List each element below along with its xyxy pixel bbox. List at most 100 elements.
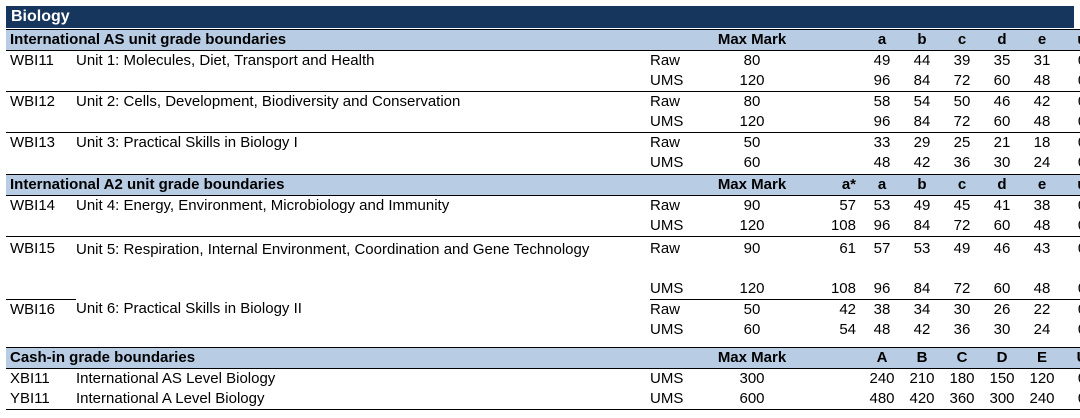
unit-title: Unit 2: Cells, Development, Biodiversity…: [76, 93, 461, 110]
boundary-u: 0: [1062, 92, 1080, 113]
unit-title: Unit 6: Practical Skills in Biology II: [76, 300, 302, 317]
astar-boundary: [792, 153, 862, 173]
astar-boundary: [792, 51, 862, 72]
a2-unit-table: International A2 unit grade boundaries M…: [6, 174, 1080, 340]
max-mark: 120: [712, 216, 792, 237]
cash-in-header-row: Cash-in grade boundaries Max Mark A B C …: [6, 347, 1080, 369]
table-row: UMS 120 96 84 72 60 48 0: [6, 71, 1080, 92]
unit-code: WBI11: [10, 52, 54, 69]
table-row: YBI11 International A Level Biology UMS …: [6, 389, 1080, 410]
boundary-u: 0: [1062, 51, 1080, 72]
mark-type: UMS: [650, 216, 712, 237]
astar-boundary: 54: [839, 320, 856, 338]
qualification-code: XBI11: [10, 370, 50, 387]
grade-header: d: [982, 174, 1022, 196]
qualification-title: International AS Level Biology: [76, 370, 276, 387]
boundary-u: 0: [1062, 299, 1080, 320]
table-row: WBI15 Unit 5: Respiration, Internal Envi…: [6, 237, 1080, 270]
mark-type: UMS: [650, 370, 684, 387]
mark-type: Raw: [650, 197, 681, 214]
unit-title: Unit 3: Practical Skills in Biology I: [76, 134, 298, 151]
boundary-d: 60: [982, 112, 1023, 133]
mark-type: Raw: [650, 300, 681, 318]
boundary-d: 60: [982, 71, 1023, 92]
boundary-e: 48: [1022, 269, 1062, 300]
boundary-c: 36: [953, 154, 971, 171]
boundary-d: 21: [993, 134, 1011, 151]
boundary-a: 48: [873, 320, 891, 338]
table-row: WBI13 Unit 3: Practical Skills in Biolog…: [6, 133, 1080, 154]
unit-code: WBI15: [10, 240, 56, 257]
max-mark: 90: [743, 197, 761, 214]
boundary-u: 0: [1062, 112, 1080, 133]
boundary-u: 0: [1062, 237, 1080, 270]
boundary-e: 120: [1029, 370, 1055, 387]
boundary-b: 42: [913, 154, 931, 171]
boundary-c: 72: [942, 71, 983, 92]
grade-header: E: [1022, 347, 1062, 369]
grade-header: A: [862, 347, 902, 369]
boundary-d: 41: [993, 197, 1011, 214]
boundary-c: 360: [942, 389, 982, 410]
boundary-e: 38: [1033, 197, 1051, 214]
boundary-b: 44: [913, 52, 931, 69]
boundary-e: 42: [1033, 93, 1051, 110]
boundary-c: 49: [953, 240, 971, 257]
boundary-b: 210: [909, 370, 935, 387]
grade-header: [792, 347, 862, 369]
boundary-u: 0: [1062, 133, 1080, 154]
grade-header: D: [982, 347, 1022, 369]
boundary-c: 50: [953, 93, 971, 110]
boundary-u: 0: [1062, 269, 1080, 300]
table-row: UMS 120 108 96 84 72 60 48 0: [6, 269, 1080, 300]
boundary-b: 54: [913, 93, 931, 110]
boundary-u: 0: [1062, 216, 1080, 237]
boundary-e: 24: [1033, 320, 1051, 338]
max-mark: 120: [712, 71, 793, 92]
as-unit-table: International AS unit grade boundaries M…: [6, 29, 1080, 173]
boundary-u: 0: [1062, 369, 1080, 390]
unit-code: WBI12: [10, 93, 56, 110]
boundary-d: 60: [982, 216, 1022, 237]
boundary-a: 96: [862, 269, 902, 300]
astar-boundary: 61: [839, 240, 856, 257]
max-mark: 80: [743, 52, 761, 69]
grade-header: a: [862, 29, 903, 51]
boundary-d: 35: [993, 52, 1011, 69]
boundary-d: 46: [993, 93, 1011, 110]
a2-header-row: International A2 unit grade boundaries M…: [6, 174, 1080, 196]
grade-header: c: [942, 29, 983, 51]
max-mark: 120: [712, 112, 793, 133]
max-mark: 80: [743, 93, 761, 110]
max-mark: 120: [712, 269, 792, 300]
max-mark: 50: [743, 134, 761, 151]
max-mark: 300: [739, 370, 765, 387]
boundary-c: 72: [942, 269, 982, 300]
boundary-e: 31: [1033, 52, 1051, 69]
table-row: UMS 120 108 96 84 72 60 48 0: [6, 216, 1080, 237]
boundary-a: 96: [862, 216, 902, 237]
mark-type: Raw: [650, 52, 681, 69]
boundary-a: 96: [862, 71, 903, 92]
boundary-a: 57: [873, 240, 891, 257]
boundary-d: 30: [993, 154, 1011, 171]
boundary-u: 0: [1062, 71, 1080, 92]
grade-header: c: [942, 174, 982, 196]
boundary-c: 36: [953, 320, 971, 338]
boundary-a: 58: [873, 93, 891, 110]
max-mark: 60: [743, 320, 761, 338]
boundary-d: 300: [982, 389, 1022, 410]
grade-header: e: [1022, 29, 1063, 51]
grade-header: u: [1062, 29, 1080, 51]
boundary-a: 33: [873, 134, 891, 151]
astar-boundary: 42: [839, 300, 856, 318]
unit-code: WBI13: [10, 134, 56, 151]
boundary-c: 45: [953, 197, 971, 214]
boundary-u: 0: [1062, 389, 1080, 410]
boundary-e: 18: [1033, 134, 1051, 151]
qualification-title: International A Level Biology: [76, 389, 650, 410]
astar-boundary: 108: [792, 216, 862, 237]
max-mark-header: Max Mark: [712, 347, 792, 369]
boundary-b: 84: [902, 112, 943, 133]
grade-header: C: [942, 347, 982, 369]
